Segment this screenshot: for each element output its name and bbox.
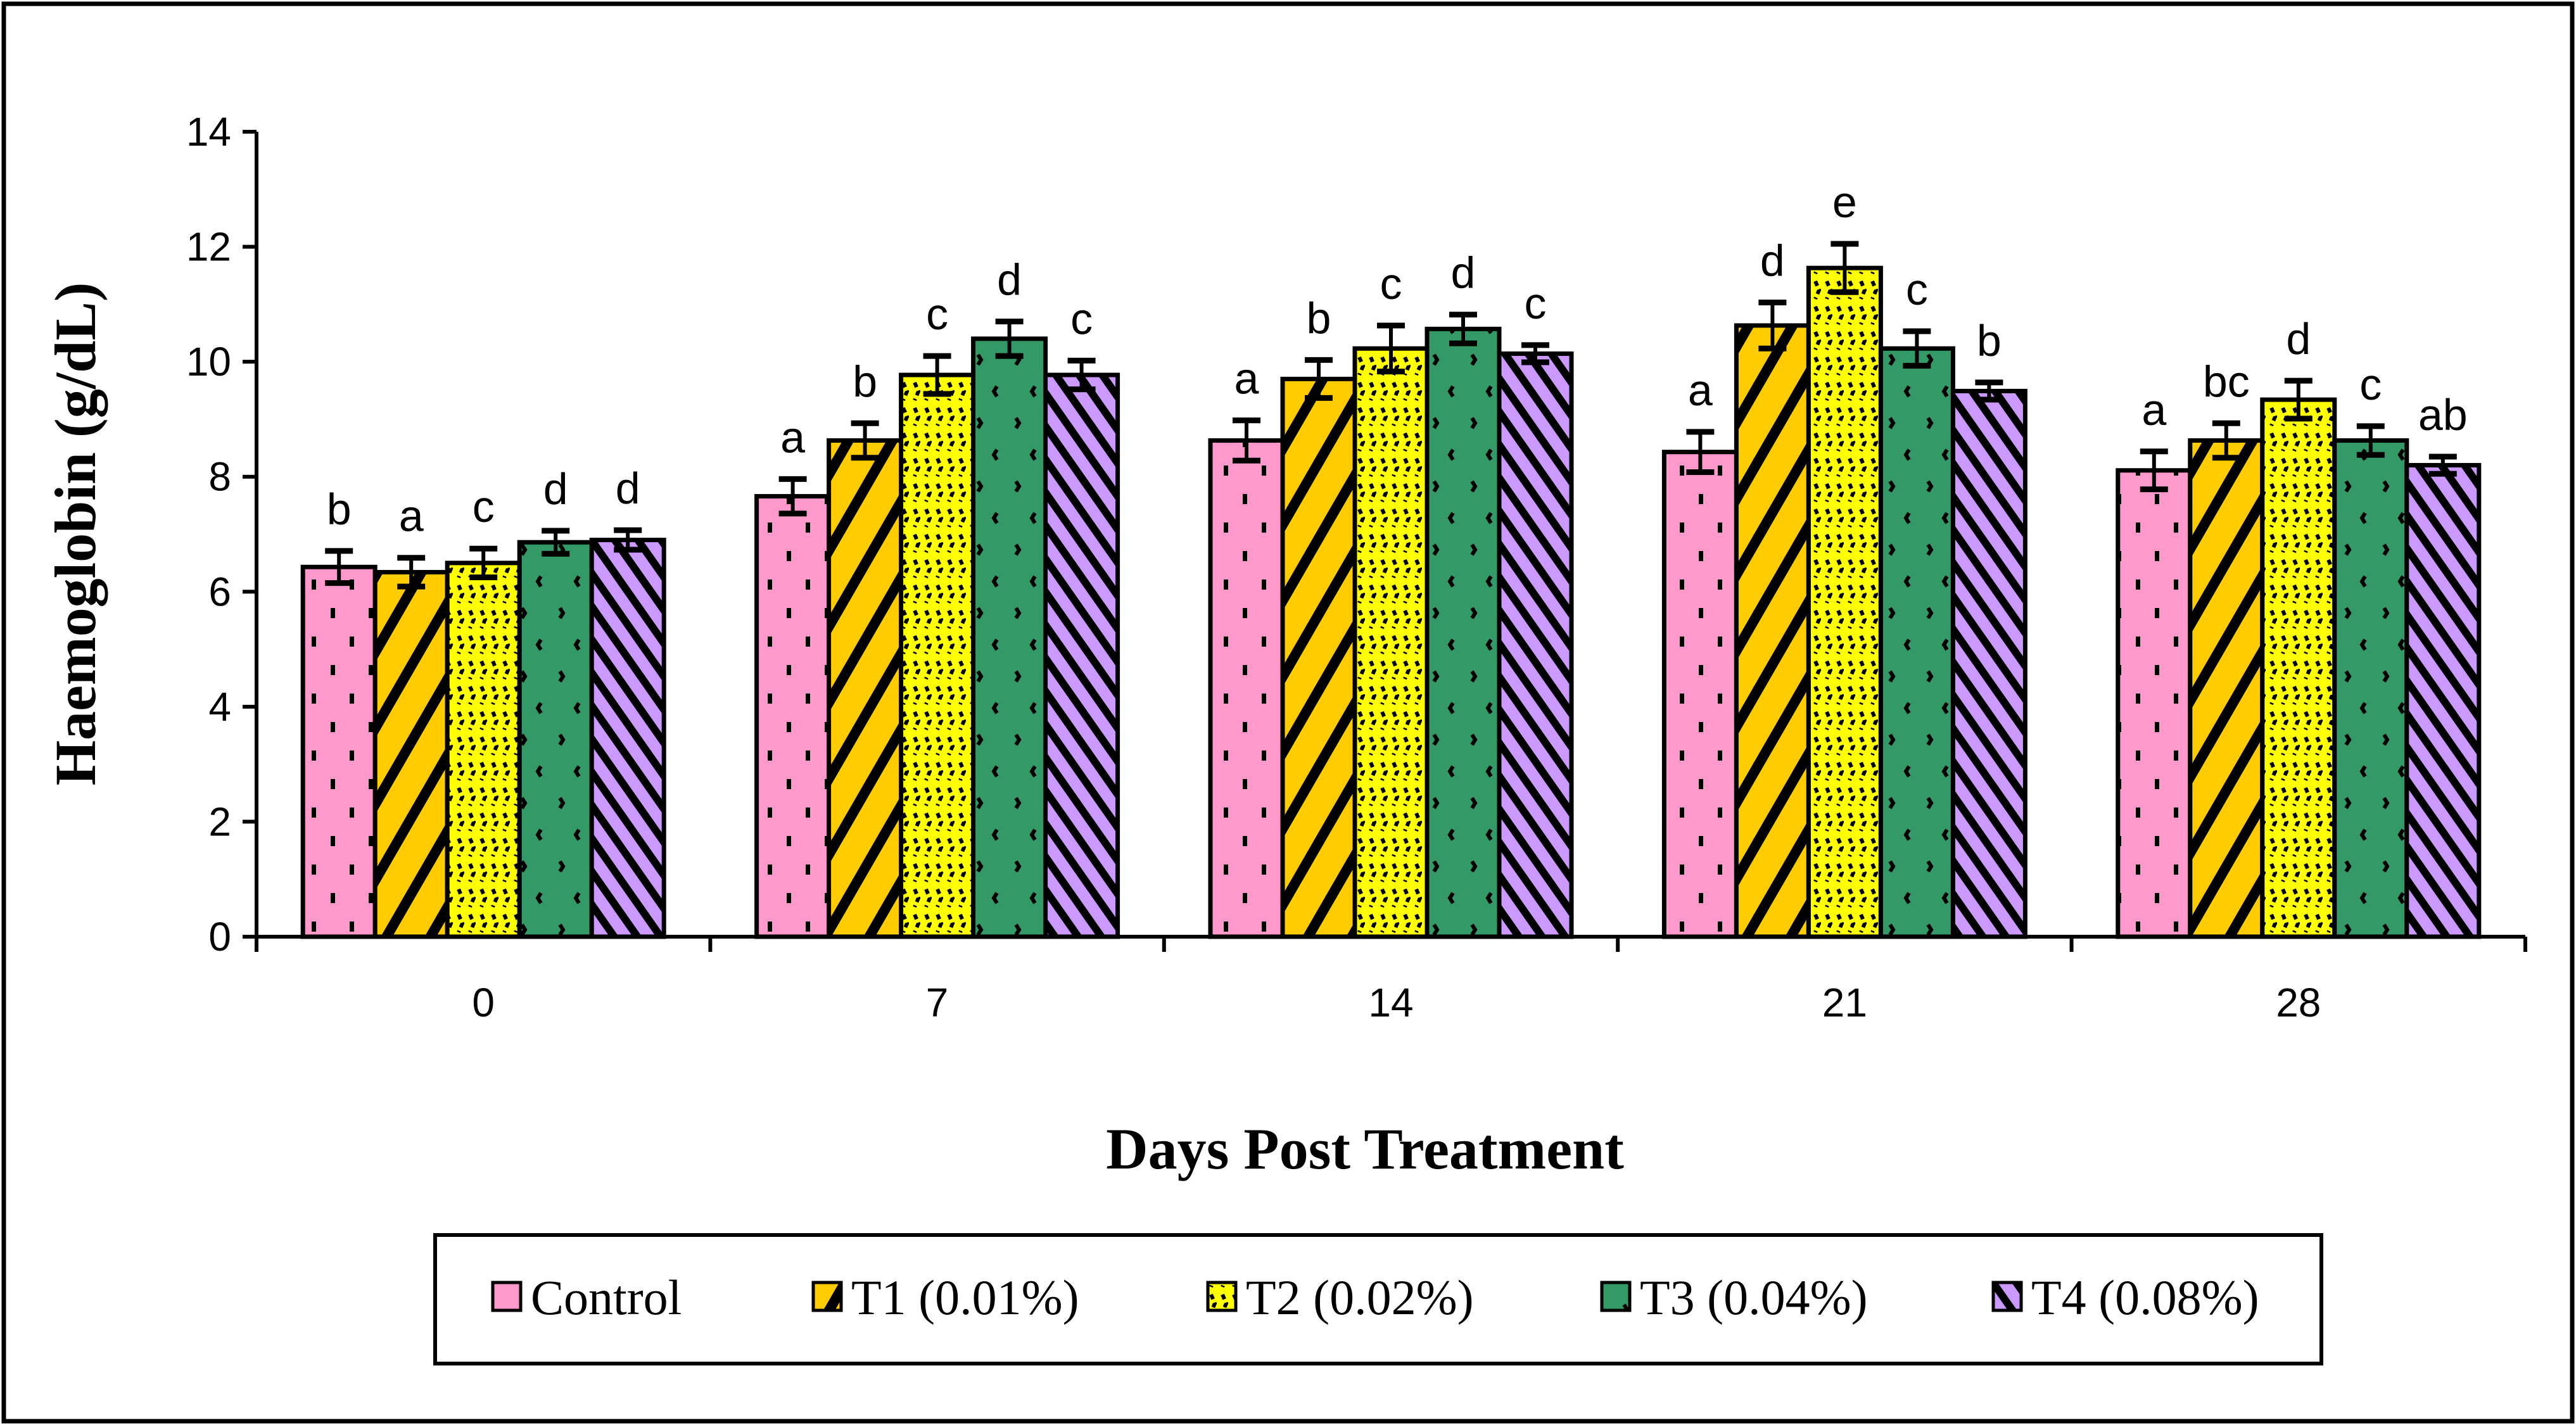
bar-control-day-14 [1208,438,1285,939]
significance-letter: d [616,464,640,513]
significance-letter: d [2286,314,2311,364]
bar-t3-day-7 [971,336,1048,939]
significance-letter: c [1525,279,1547,328]
legend-swatch [1600,1281,1632,1312]
y-tick-label: 6 [208,569,231,614]
bar-t4-day-14 [1497,351,1574,939]
x-tick-label: 14 [1368,980,1413,1025]
significance-letter: d [1451,248,1476,298]
y-tick-label: 14 [186,109,231,155]
x-axis-title: Days Post Treatment [1106,1117,1624,1181]
bar-t4-day-21 [1950,388,2027,939]
bar-t1-day-0 [372,569,450,939]
y-tick-label: 8 [208,454,231,500]
significance-letter: ab [2418,390,2468,440]
significance-letter: c [473,482,495,531]
significance-letter: b [1977,316,2002,365]
bar-t3-day-21 [1878,346,1955,939]
bar-t2-day-14 [1352,346,1430,939]
y-tick-label: 2 [208,799,231,844]
bar-t4-day-28 [2404,463,2482,939]
significance-letter: b [853,357,877,406]
significance-letter: c [1380,259,1402,308]
significance-letter: a [399,491,424,541]
significance-letter: a [1688,365,1713,415]
significance-letter: bc [2203,357,2250,406]
significance-letter: c [2359,360,2382,409]
y-tick-label: 4 [208,684,231,730]
bar-control-day-21 [1661,450,1739,939]
legend-label: T3 (0.04%) [1640,1270,1868,1325]
significance-letter: a [1234,354,1259,403]
significance-letter: c [926,289,948,339]
significance-letter: c [1070,294,1093,343]
y-tick-label: 12 [186,224,231,270]
significance-letter: e [1832,177,1857,227]
bar-t1-day-28 [2188,438,2265,939]
bar-t3-day-0 [517,540,594,939]
bar-t3-day-28 [2332,438,2409,939]
y-axis-title: Haemoglobin (g/dL) [43,282,108,786]
legend-label: T4 (0.08%) [2031,1270,2259,1325]
bar-t2-day-28 [2260,397,2337,939]
legend-swatch [1206,1281,1238,1312]
bar-t4-day-0 [589,538,666,939]
bar-control-day-28 [2116,468,2193,939]
legend: Control T1 (0.01%) T2 (0.02%) T3 (0.04%) T4 … [491,1270,2259,1325]
bar-t3-day-14 [1424,326,1502,939]
bar-t2-day-7 [899,372,976,939]
y-tick-label: 10 [186,339,231,384]
bar-t1-day-21 [1734,323,1811,939]
significance-letter: b [327,484,352,534]
bar-control-day-0 [300,564,378,939]
significance-letter: d [543,464,568,514]
legend-label: T1 (0.01%) [851,1270,1079,1325]
bar-t1-day-7 [827,438,904,939]
significance-letter: d [1760,236,1785,286]
significance-letter: a [780,412,805,462]
x-tick-label: 28 [2276,980,2321,1025]
legend-swatch [811,1281,843,1312]
legend-label: T2 (0.02%) [1246,1270,1474,1325]
significance-letter: d [997,255,1022,305]
x-tick-label: 7 [926,980,949,1025]
bar-t1-day-14 [1280,376,1357,939]
y-tick-label: 0 [208,914,231,960]
significance-letter: a [2141,385,2166,434]
x-tick-label: 0 [472,980,495,1025]
bar-control-day-7 [754,494,832,939]
bar-t2-day-0 [445,560,522,939]
legend-label: Control [531,1270,682,1325]
bar-t2-day-21 [1806,265,1883,939]
bar-t4-day-7 [1043,372,1120,939]
legend-swatch [1991,1281,2023,1312]
x-tick-label: 21 [1822,980,1867,1025]
legend-swatch [491,1281,523,1312]
significance-letter: b [1307,293,1331,343]
significance-letter: c [1906,265,1928,314]
